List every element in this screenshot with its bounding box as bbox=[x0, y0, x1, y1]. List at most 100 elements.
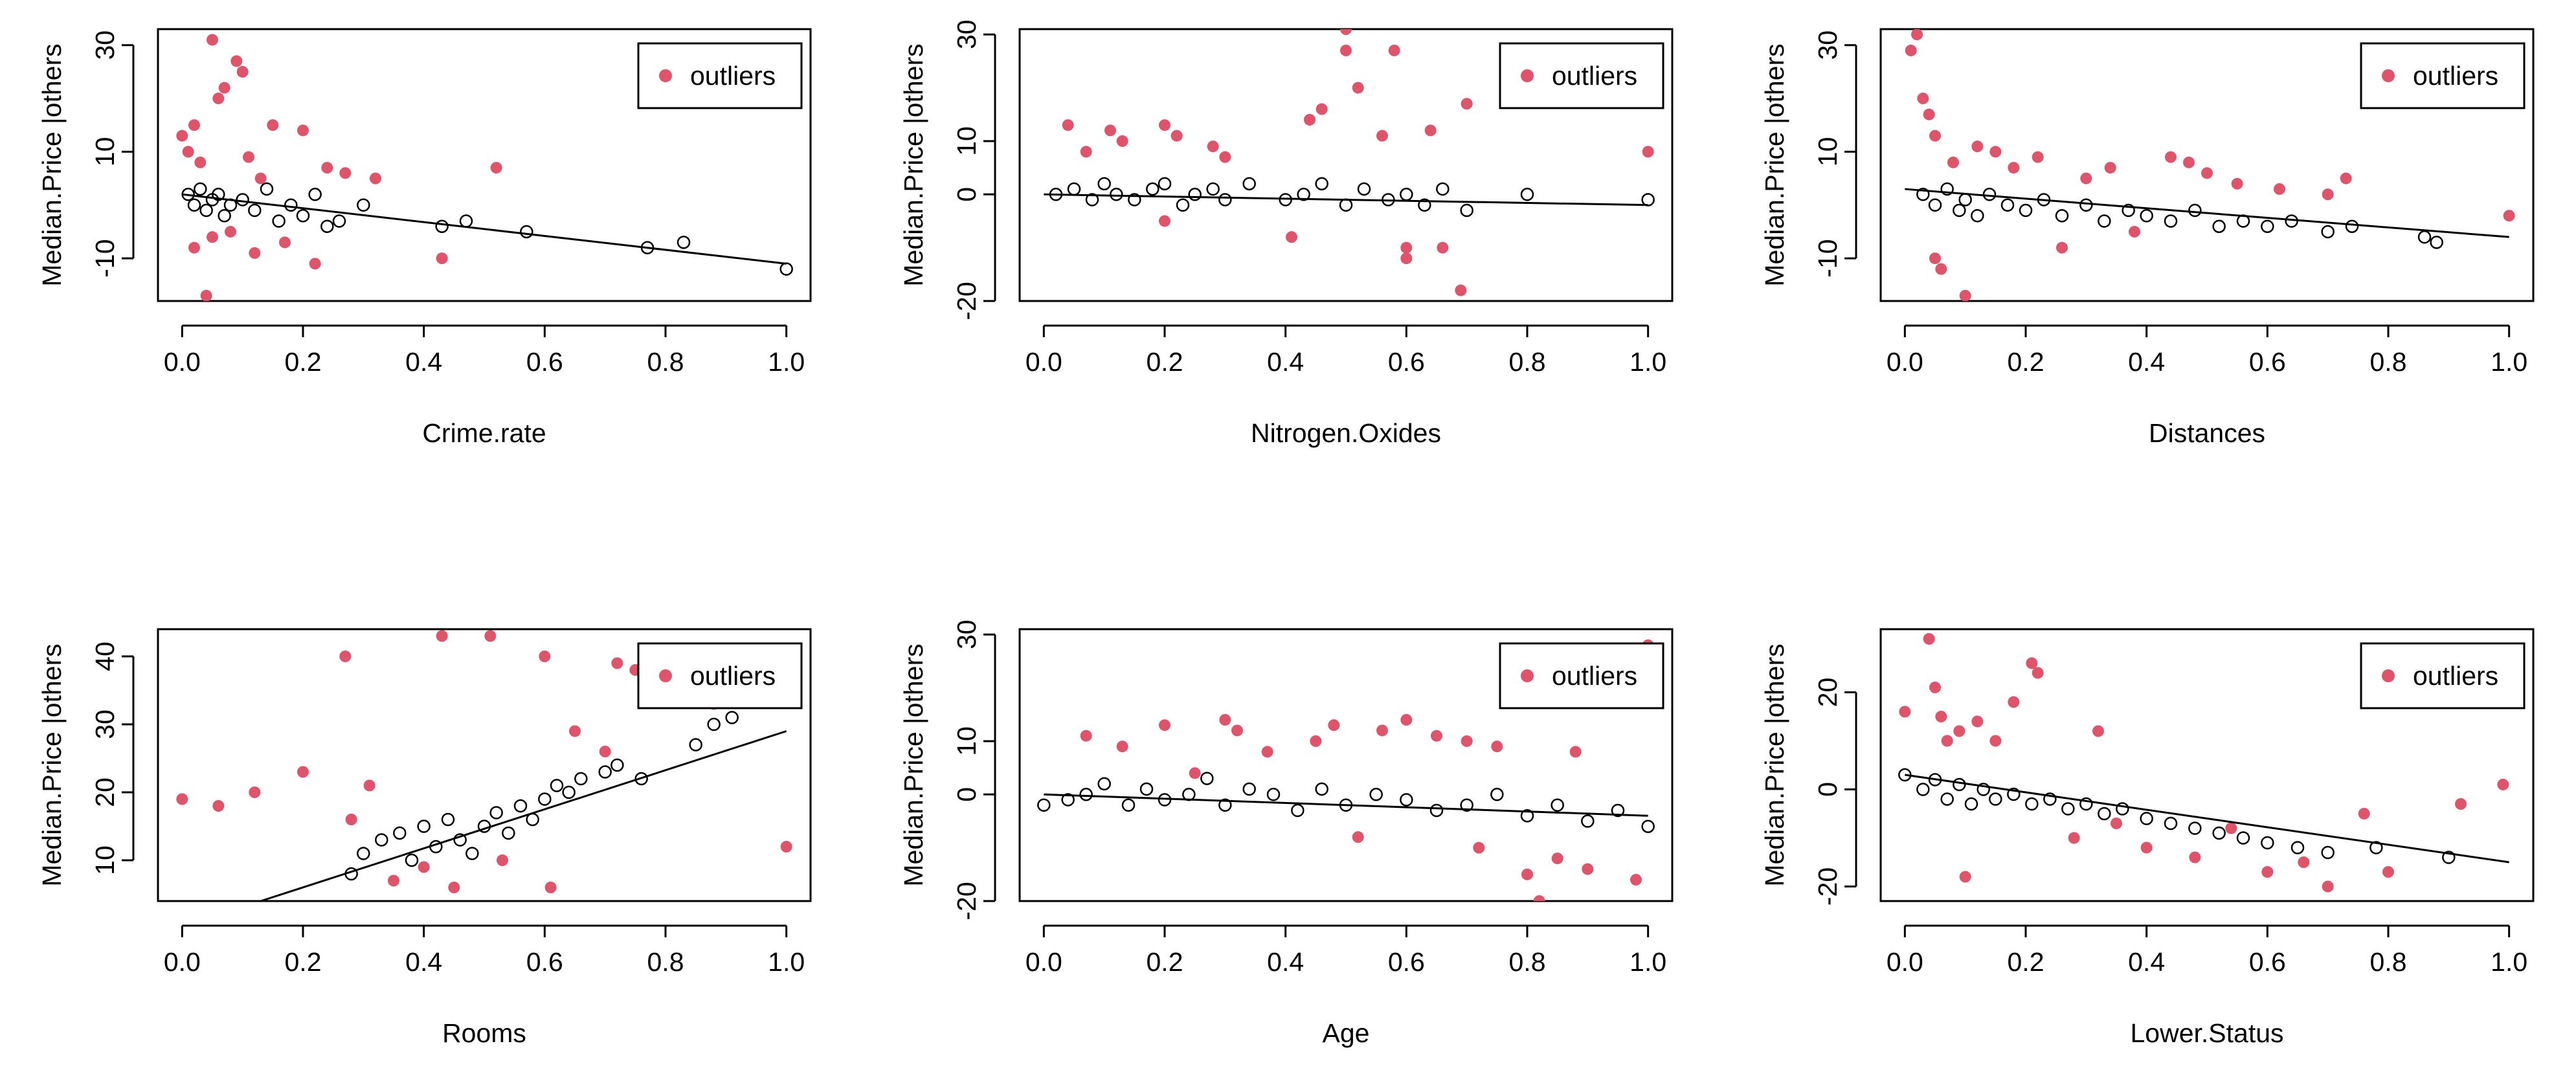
plot-area bbox=[1044, 29, 1655, 296]
outlier-point bbox=[2358, 808, 2370, 819]
panel-6: 0.0 0.2 0.4 0.6 0.8 1.0 -20 0 20 Lower.Status Medi… bbox=[1760, 628, 2535, 1048]
outlier-point bbox=[212, 93, 225, 105]
x-tick-label: 0.0 bbox=[1025, 947, 1062, 977]
x-tick-label: 0.4 bbox=[405, 947, 442, 977]
outlier-point bbox=[2201, 167, 2213, 179]
outlier-point bbox=[321, 162, 333, 174]
legend-marker bbox=[659, 69, 672, 82]
data-point bbox=[2321, 225, 2335, 239]
data-point bbox=[1188, 188, 1202, 201]
outlier-point bbox=[1461, 98, 1473, 110]
data-point bbox=[2098, 214, 2111, 228]
y-tick-label: 0 bbox=[952, 187, 981, 202]
data-point bbox=[1315, 782, 1328, 796]
data-point bbox=[598, 765, 612, 779]
data-point bbox=[1953, 203, 1966, 217]
outlier-point bbox=[1929, 129, 1941, 142]
outlier-point bbox=[2080, 172, 2092, 184]
outlier-point bbox=[254, 172, 267, 184]
x-axis-title: Lower.Status bbox=[2130, 1018, 2283, 1048]
outlier-point bbox=[1917, 93, 1929, 105]
y-tick-label: 30 bbox=[90, 30, 120, 60]
plot-frame bbox=[1879, 28, 2535, 302]
outlier-point bbox=[1286, 231, 1297, 243]
outlier-point bbox=[200, 289, 212, 301]
outlier-point bbox=[1189, 767, 1201, 779]
x-tick-label: 0.2 bbox=[285, 347, 322, 377]
x-tick-label: 0.8 bbox=[2370, 347, 2407, 377]
outlier-point bbox=[1376, 724, 1388, 737]
y-tick-label: 10 bbox=[952, 726, 981, 756]
y-tick-label: 0 bbox=[952, 787, 981, 802]
data-point bbox=[634, 772, 648, 786]
outlier-point bbox=[2104, 162, 2116, 174]
outlier-point bbox=[345, 814, 357, 825]
data-point bbox=[1460, 203, 1473, 217]
data-point bbox=[2116, 802, 2129, 816]
data-point bbox=[1206, 182, 1220, 196]
data-point bbox=[236, 193, 249, 206]
fit-line bbox=[260, 730, 787, 901]
x-axis-title: Distances bbox=[2149, 418, 2265, 448]
data-point bbox=[2019, 203, 2033, 217]
y-tick-label: 30 bbox=[90, 709, 120, 739]
outlier-point bbox=[418, 861, 430, 873]
outlier-point bbox=[1521, 868, 1533, 880]
outlier-point bbox=[599, 746, 611, 757]
data-point bbox=[1971, 208, 1984, 223]
outlier-point bbox=[497, 854, 508, 866]
outlier-point bbox=[1923, 633, 1935, 645]
data-point bbox=[320, 219, 334, 233]
data-point bbox=[1977, 783, 1990, 796]
outlier-point bbox=[2092, 725, 2104, 737]
data-point bbox=[2417, 230, 2432, 244]
y-tick-label: 10 bbox=[90, 845, 120, 875]
data-point bbox=[1218, 798, 1232, 812]
outlier-point bbox=[2340, 172, 2352, 184]
outlier-point bbox=[1376, 129, 1388, 142]
outlier-point bbox=[1959, 289, 1971, 301]
data-point bbox=[2098, 807, 2111, 821]
outlier-point bbox=[1159, 119, 1170, 131]
legend-label: outliers bbox=[1552, 661, 1637, 691]
outlier-point bbox=[249, 786, 261, 798]
outlier-point bbox=[436, 252, 448, 265]
data-point bbox=[1520, 808, 1534, 823]
plot-area bbox=[1905, 29, 2515, 301]
x-tick-label: 0.4 bbox=[405, 347, 442, 377]
outlier-point bbox=[1551, 853, 1563, 865]
data-point bbox=[550, 779, 564, 792]
outlier-point bbox=[1899, 706, 1911, 718]
data-point bbox=[562, 785, 576, 799]
outlier-point bbox=[2140, 842, 2153, 854]
data-point bbox=[1982, 188, 1997, 201]
data-point bbox=[513, 799, 528, 813]
outlier-point bbox=[2231, 177, 2243, 190]
outlier-point bbox=[1582, 863, 1594, 875]
outlier-point bbox=[1159, 215, 1170, 227]
data-point bbox=[2290, 841, 2305, 854]
data-point bbox=[1418, 198, 1431, 212]
outlier-point bbox=[207, 34, 218, 46]
data-point bbox=[1928, 198, 1942, 212]
x-axis-title: Rooms bbox=[442, 1018, 526, 1048]
data-point bbox=[1940, 182, 1954, 196]
outlier-point bbox=[2111, 818, 2122, 829]
data-point bbox=[2164, 816, 2178, 830]
plot-area bbox=[176, 630, 792, 901]
outlier-point bbox=[297, 124, 309, 137]
outlier-point bbox=[2322, 880, 2334, 893]
outlier-point bbox=[1400, 714, 1413, 726]
legend-label: outliers bbox=[690, 61, 776, 91]
data-point bbox=[2212, 219, 2226, 233]
data-point bbox=[1297, 188, 1310, 201]
data-point bbox=[332, 214, 346, 228]
outlier-point bbox=[297, 766, 309, 778]
outlier-point bbox=[1231, 724, 1243, 737]
data-point bbox=[1940, 792, 1954, 806]
x-tick-label: 0.6 bbox=[526, 347, 563, 377]
data-point bbox=[1551, 798, 1564, 812]
legend: outliers bbox=[2360, 42, 2526, 109]
x-tick-label: 0.6 bbox=[526, 947, 563, 977]
